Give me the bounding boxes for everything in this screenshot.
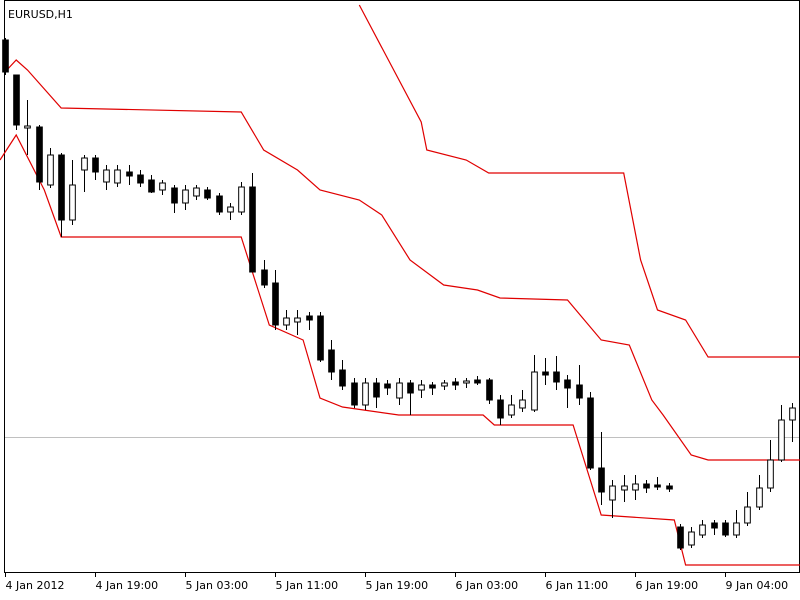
x-tick-label: 6 Jan 11:00 (546, 579, 609, 592)
candle-body (654, 484, 661, 488)
candle-body (24, 125, 31, 129)
candle-body (294, 317, 301, 323)
candle-body (666, 485, 673, 490)
x-tick-label: 4 Jan 19:00 (96, 579, 159, 592)
candle-body (429, 384, 436, 389)
candle-body (126, 171, 133, 177)
candle-body (317, 315, 324, 361)
candle-body (92, 157, 99, 173)
candle-body (542, 371, 549, 376)
candle-body (632, 483, 639, 491)
candle-body (103, 169, 110, 183)
candle-body (182, 189, 189, 204)
candle-body (677, 526, 684, 549)
candle-body (519, 399, 526, 409)
candle-body (148, 179, 155, 193)
candle-body (373, 382, 380, 398)
candle-body (699, 524, 706, 536)
candle-body (47, 154, 54, 186)
candle-body (463, 380, 470, 384)
candle-body (609, 485, 616, 501)
x-tick-label: 9 Jan 04:00 (726, 579, 789, 592)
candle-body (238, 186, 245, 213)
candle-body (396, 382, 403, 399)
candle-body (171, 187, 178, 204)
candle-body (587, 397, 594, 469)
x-tick-label: 5 Jan 03:00 (186, 579, 249, 592)
candle-body (362, 382, 369, 406)
candle-body (643, 483, 650, 489)
candle-body (193, 187, 200, 197)
x-tick-label: 4 Jan 2012 (6, 579, 65, 592)
candle-body (227, 206, 234, 213)
candle-body (598, 467, 605, 493)
candle-body (418, 384, 425, 391)
candle-body (216, 195, 223, 213)
candle-body (474, 379, 481, 384)
candle-body (2, 39, 9, 73)
candle-body (114, 169, 121, 184)
candle-body (407, 382, 414, 394)
channel-line (4, 59, 800, 461)
x-tick-label: 6 Jan 19:00 (636, 579, 699, 592)
candle-body (283, 317, 290, 326)
candle-body (306, 315, 313, 321)
candle-body (497, 399, 504, 419)
candle-body (261, 269, 268, 286)
candle-body (69, 184, 76, 221)
plot-frame (4, 0, 800, 573)
candle-body (553, 371, 560, 383)
candle-body (13, 74, 20, 126)
candle-body (767, 459, 774, 489)
candle-body (159, 182, 166, 191)
candle-body (204, 189, 211, 199)
candle-body (58, 154, 65, 221)
channel-line (0, 133, 800, 566)
candle-body (328, 349, 335, 373)
candle-body (711, 522, 718, 529)
candle-body (351, 382, 358, 406)
candle-body (778, 419, 785, 461)
x-tick-label: 5 Jan 11:00 (276, 579, 339, 592)
candle-body (249, 186, 256, 273)
candle-body (733, 522, 740, 536)
x-tick-label: 5 Jan 19:00 (366, 579, 429, 592)
candle-body (272, 282, 279, 326)
candle-body (576, 384, 583, 399)
candle-body (789, 407, 796, 421)
candle-body (621, 485, 628, 491)
channel-line (358, 4, 800, 358)
chart-title: EURUSD,H1 (8, 8, 73, 21)
candle-body (508, 404, 515, 416)
candle-body (722, 522, 729, 536)
x-tick-label: 6 Jan 03:00 (456, 579, 519, 592)
candle-body (36, 126, 43, 183)
candle-body (486, 379, 493, 401)
candle-body (339, 369, 346, 387)
candle-body (137, 174, 144, 184)
candle-body (756, 487, 763, 508)
candle-body (384, 383, 391, 389)
candle-body (441, 382, 448, 387)
candle-body (531, 371, 538, 411)
candle-body (744, 506, 751, 524)
candle-body (688, 531, 695, 546)
candle-body (81, 157, 88, 171)
candle-body (452, 381, 459, 386)
candle-body (564, 379, 571, 389)
